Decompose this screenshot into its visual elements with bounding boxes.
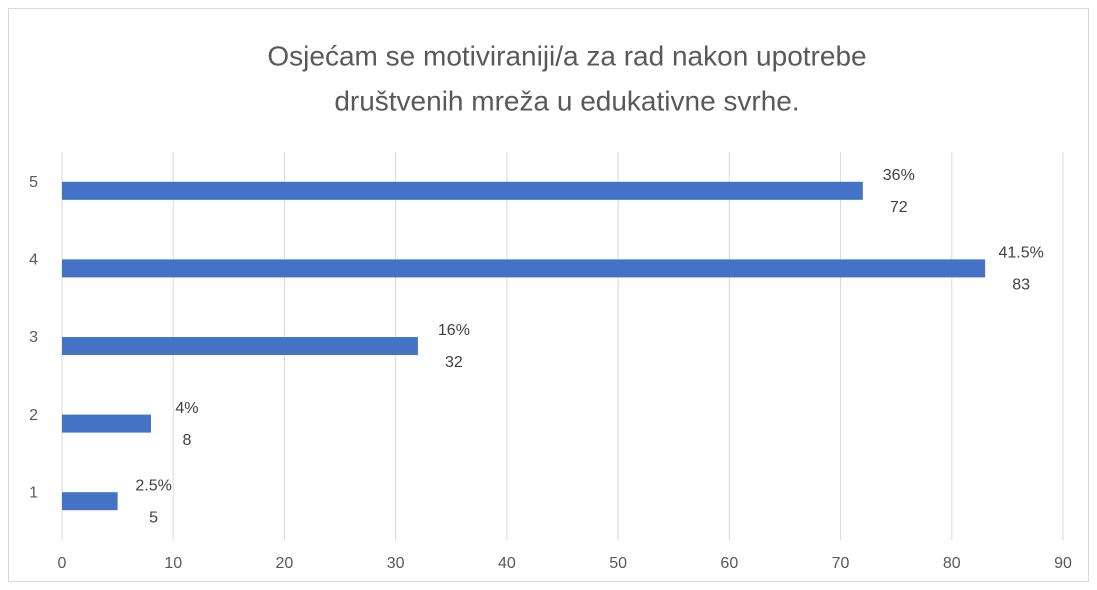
bar [62,259,986,278]
percent-label: 4% [175,400,198,417]
percent-label: 16% [438,322,470,339]
value-label: 8 [183,432,192,449]
chart-frame [8,8,1089,582]
y-tick-label: 5 [29,174,38,191]
x-tick-label: 70 [832,555,850,572]
x-tick-label: 20 [276,555,294,572]
y-tick-label: 4 [29,252,38,269]
percent-label: 41.5% [998,245,1043,262]
x-tick-label: 40 [498,555,516,572]
chart-title: Osjećam se motiviraniji/a za rad nakon u… [267,40,866,71]
x-tick-label: 10 [164,555,182,572]
x-tick-label: 30 [387,555,405,572]
bar [62,181,863,200]
y-tick-label: 3 [29,329,38,346]
bar [62,414,151,433]
percent-label: 36% [883,167,915,184]
chart-title: društvenih mreža u edukativne svrhe. [334,85,799,116]
x-tick-label: 50 [609,555,627,572]
x-tick-label: 90 [1054,555,1072,572]
x-tick-label: 60 [720,555,738,572]
bar [62,337,418,355]
x-tick-label: 0 [58,555,67,572]
value-label: 72 [890,199,908,216]
value-label: 5 [149,509,158,526]
x-tick-label: 80 [943,555,961,572]
y-tick-label: 2 [29,407,38,424]
value-label: 32 [445,354,463,371]
y-tick-label: 1 [29,484,38,501]
percent-label: 2.5% [135,477,171,494]
bar [62,492,118,511]
value-label: 83 [1012,277,1030,294]
